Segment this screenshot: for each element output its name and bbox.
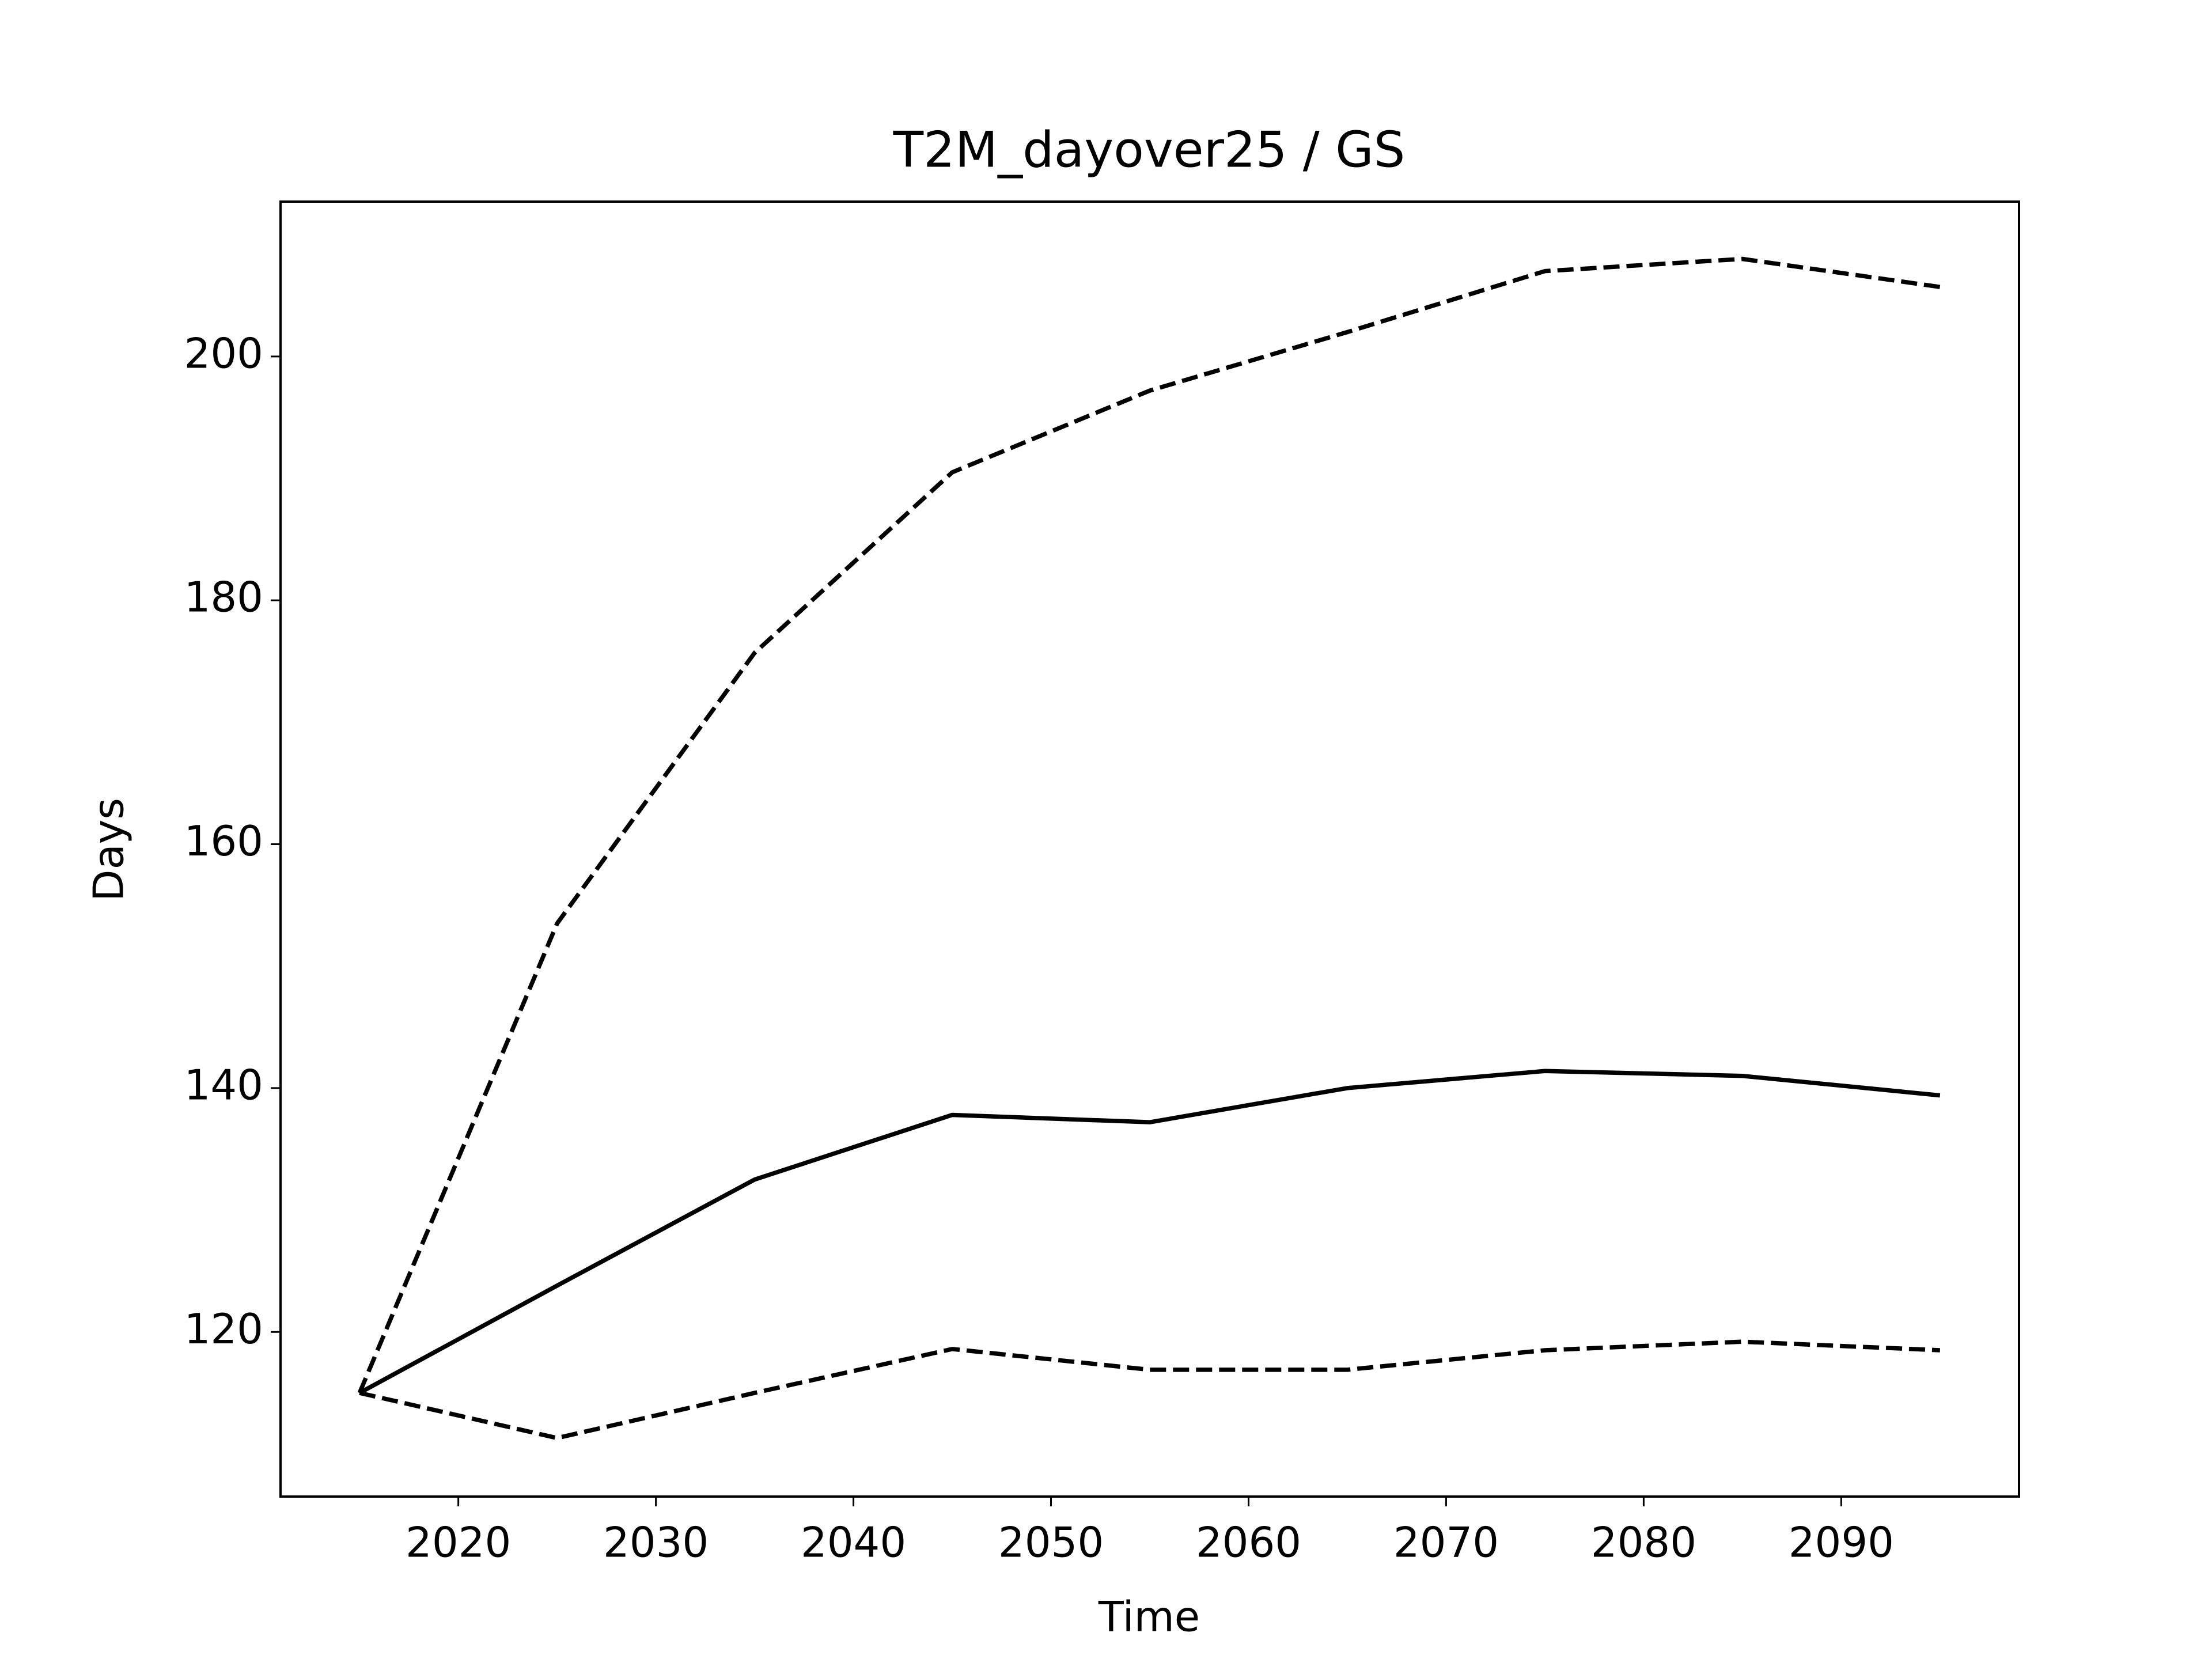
series-line <box>359 1339 1940 1441</box>
y-axis-label: Days <box>85 798 133 902</box>
y-tick-label: 180 <box>184 573 263 622</box>
x-tick-label: 2080 <box>1591 1518 1696 1567</box>
x-tick-label: 2070 <box>1393 1518 1499 1567</box>
x-tick-label: 2060 <box>1196 1518 1301 1567</box>
x-tick-label: 2090 <box>1789 1518 1894 1567</box>
y-tick-label: 200 <box>184 329 263 377</box>
plot-frame <box>279 200 2020 1498</box>
x-tick-label: 2050 <box>998 1518 1104 1567</box>
y-tick-label: 140 <box>184 1060 263 1109</box>
chart-title: T2M_dayover25 / GS <box>893 121 1406 179</box>
x-axis-label: Time <box>1098 1593 1200 1641</box>
series-line <box>358 1069 1941 1395</box>
y-tick-label: 120 <box>184 1305 263 1353</box>
y-tick-label: 160 <box>184 817 263 865</box>
series-line <box>357 256 1941 1394</box>
x-tick-label: 2040 <box>801 1518 906 1567</box>
x-tick-label: 2020 <box>406 1518 511 1567</box>
x-tick-label: 2030 <box>603 1518 709 1567</box>
